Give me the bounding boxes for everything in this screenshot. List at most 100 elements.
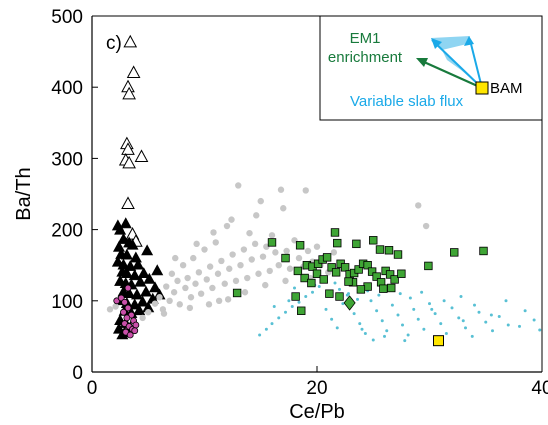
data-point: [277, 186, 285, 193]
slab-flux-arrow-2: [469, 39, 483, 89]
data-point: [281, 253, 290, 263]
data-point: [282, 277, 289, 285]
data-point: [136, 295, 149, 307]
data-point: [221, 280, 228, 287]
data-point: [340, 263, 350, 272]
data-point: [341, 302, 345, 306]
data-point: [439, 322, 443, 326]
data-point: [335, 326, 339, 330]
data-point: [268, 232, 276, 239]
data-point: [354, 265, 363, 274]
data-point: [214, 270, 222, 277]
data-point: [380, 319, 384, 323]
data-point: [459, 295, 463, 299]
data-point: [160, 310, 168, 317]
data-point: [145, 308, 152, 316]
data-point: [422, 327, 426, 331]
data-point: [327, 263, 336, 272]
data-point: [192, 280, 199, 287]
data-point: [212, 239, 219, 246]
data-point: [433, 312, 437, 316]
data-point: [182, 284, 189, 292]
inset-frame: [319, 15, 543, 121]
data-point: [291, 292, 300, 301]
data-point: [313, 259, 323, 268]
data-point: [371, 338, 375, 342]
data-point: [375, 245, 385, 254]
data-point: [322, 253, 332, 262]
data-point: [137, 267, 150, 279]
data-point: [295, 241, 305, 250]
data-point: [293, 286, 296, 290]
data-point: [229, 251, 236, 258]
data-point: [203, 276, 210, 283]
data-point: [195, 269, 203, 276]
data-point: [307, 278, 316, 288]
data-point: [151, 300, 159, 307]
y-tick-label: 300: [51, 149, 83, 170]
data-point: [122, 86, 136, 100]
data-point: [290, 304, 294, 308]
data-point: [422, 222, 430, 230]
data-point: [384, 246, 394, 255]
data-point: [126, 65, 141, 78]
data-point: [148, 281, 162, 293]
data-point: [270, 322, 274, 326]
data-point: [333, 238, 342, 248]
data-point: [143, 272, 156, 284]
data-point: [174, 277, 181, 285]
slab-flux-arrowhead: [431, 38, 442, 49]
data-point: [523, 309, 527, 313]
data-point: [201, 246, 208, 253]
data-point: [133, 304, 146, 316]
data-point: [464, 326, 467, 330]
data-point: [352, 312, 356, 316]
data-point: [333, 281, 337, 285]
data-point: [119, 217, 132, 229]
data-point: [117, 232, 130, 244]
data-point: [416, 317, 420, 321]
data-point: [286, 265, 294, 272]
panel-label: c): [106, 33, 122, 54]
slab-flux-fan: [431, 36, 482, 88]
data-point: [338, 287, 341, 291]
data-point: [134, 149, 149, 162]
data-point: [470, 334, 474, 338]
data-point: [325, 289, 334, 298]
data-point: [120, 248, 133, 260]
data-point: [206, 263, 214, 270]
data-point: [461, 319, 465, 323]
data-point: [232, 277, 240, 285]
data-point: [179, 262, 187, 269]
data-point: [262, 281, 269, 289]
data-point: [218, 257, 225, 265]
data-point: [106, 306, 114, 313]
data-point: [287, 299, 291, 303]
x-tick-label: 40: [531, 378, 548, 399]
data-point: [186, 304, 194, 312]
data-point: [532, 318, 536, 322]
data-point: [319, 275, 328, 284]
data-point: [377, 293, 381, 297]
y-tick-label: 200: [51, 221, 83, 242]
data-point: [121, 298, 129, 306]
data-point: [241, 289, 249, 296]
data-point: [166, 297, 173, 304]
data-point: [489, 313, 493, 317]
data-point: [385, 270, 395, 279]
data-point: [223, 222, 231, 230]
data-point: [226, 265, 233, 272]
data-point: [352, 239, 361, 249]
data-point: [193, 240, 200, 248]
data-point: [131, 327, 139, 335]
data-point: [255, 270, 262, 277]
data-point: [506, 323, 510, 327]
data-point: [132, 321, 140, 329]
data-point: [187, 294, 195, 301]
data-point: [210, 229, 217, 236]
data-point: [184, 274, 191, 282]
data-point: [215, 297, 223, 304]
data-point: [126, 238, 139, 250]
